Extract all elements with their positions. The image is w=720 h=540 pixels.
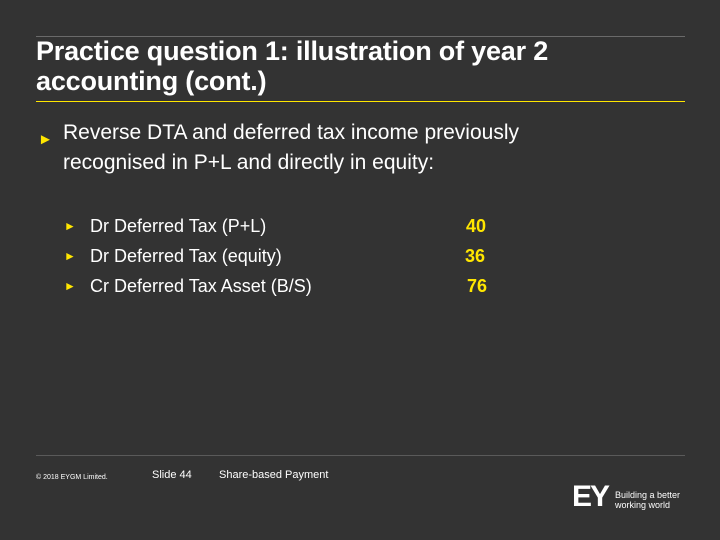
ey-tagline-line-1: Building a better — [615, 490, 681, 500]
triangle-right-icon: ► — [38, 131, 53, 148]
slide-title-line-1: Practice question 1: illustration of yea… — [36, 36, 549, 66]
ey-tagline-line-2: working world — [615, 500, 671, 510]
entry-label: Dr Deferred Tax (equity) — [90, 246, 282, 266]
triangle-right-icon: ► — [64, 279, 76, 293]
ey-tagline: Building a better working world — [615, 490, 680, 510]
footer-divider — [36, 455, 685, 456]
main-bullet-text: Reverse DTA and deferred tax income prev… — [63, 118, 663, 178]
entry-amount: 40 — [466, 216, 487, 236]
journal-entries: ► Dr Deferred Tax (P+L) 40 ► Dr Deferred… — [62, 211, 522, 301]
journal-entry: ► Dr Deferred Tax (equity) 36 — [62, 241, 522, 271]
entry-label: Dr Deferred Tax (P+L) — [90, 216, 267, 236]
slide-topic: Share-based Payment — [219, 469, 329, 481]
entry-amount: 76 — [467, 276, 488, 296]
ey-logo-mark: EY — [572, 480, 610, 513]
ey-logo: EY Building a better working world — [572, 482, 692, 514]
title-divider — [36, 101, 685, 102]
triangle-right-icon: ► — [64, 249, 76, 263]
top-divider — [36, 36, 685, 37]
slide-title-line-2: accounting (cont.) — [36, 66, 267, 96]
slide-number: Slide 44 — [152, 469, 192, 481]
main-bullet-line-2: recognised in P+L and directly in equity… — [63, 151, 435, 174]
main-bullet-line-1: Reverse DTA and deferred tax income prev… — [63, 121, 519, 144]
triangle-right-icon: ► — [64, 219, 76, 233]
journal-entry: ► Cr Deferred Tax Asset (B/S) 76 — [62, 271, 522, 301]
slide-title: Practice question 1: illustration of yea… — [36, 36, 685, 96]
copyright-notice: © 2018 EYGM Limited. — [36, 474, 108, 481]
entry-amount: 36 — [465, 246, 486, 266]
entry-label: Cr Deferred Tax Asset (B/S) — [90, 276, 312, 296]
journal-entry: ► Dr Deferred Tax (P+L) 40 — [62, 211, 522, 241]
